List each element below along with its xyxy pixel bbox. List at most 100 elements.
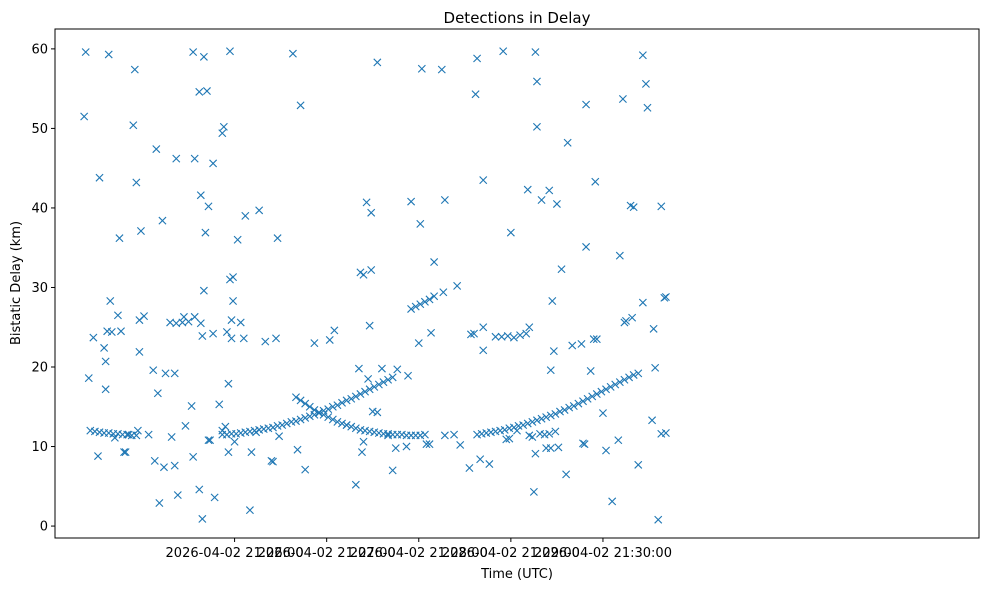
data-point <box>305 402 314 411</box>
data-point <box>479 323 488 332</box>
data-point <box>110 433 119 442</box>
data-point <box>121 448 130 457</box>
data-point <box>89 333 98 342</box>
data-point <box>351 424 360 433</box>
data-point <box>241 211 250 220</box>
data-point <box>291 417 300 426</box>
data-point <box>370 382 379 391</box>
data-point <box>342 421 351 430</box>
data-point <box>577 339 586 348</box>
x-tick-label: 2026-04-02 21:30:00 <box>534 546 672 561</box>
data-point <box>606 382 615 391</box>
data-point <box>509 333 518 342</box>
data-point <box>190 312 199 321</box>
data-point <box>420 430 429 439</box>
data-point <box>338 419 347 428</box>
data-point <box>602 446 611 455</box>
data-point <box>427 328 436 337</box>
data-point <box>81 48 90 57</box>
data-point <box>296 396 305 405</box>
data-point <box>649 324 658 333</box>
data-point <box>209 159 218 168</box>
data-point <box>440 431 449 440</box>
data-point <box>565 403 574 412</box>
data-point <box>440 196 449 204</box>
y-tick-label: 50 <box>31 122 48 137</box>
data-point <box>592 335 601 344</box>
data-point <box>172 154 181 163</box>
data-point <box>473 54 482 63</box>
data-point <box>80 112 89 121</box>
data-point <box>159 463 168 472</box>
data-point <box>170 369 179 378</box>
data-point <box>551 427 560 436</box>
plot-frame <box>54 28 980 539</box>
data-point <box>505 434 514 443</box>
data-point <box>439 288 448 297</box>
data-point <box>367 208 376 217</box>
data-point <box>502 435 511 444</box>
data-point <box>155 499 164 507</box>
data-point <box>315 408 323 417</box>
data-point <box>199 286 208 295</box>
data-point <box>132 431 141 440</box>
data-point <box>546 411 555 420</box>
data-point <box>272 334 281 343</box>
data-point <box>592 390 601 399</box>
data-point <box>227 316 236 325</box>
data-point <box>654 515 663 524</box>
data-point <box>608 497 617 506</box>
data-point <box>229 297 238 305</box>
data-point <box>293 445 302 454</box>
data-point <box>245 506 254 515</box>
data-point <box>522 329 531 338</box>
data-point <box>282 419 291 428</box>
data-point <box>582 242 591 251</box>
data-point <box>416 300 425 309</box>
data-point <box>407 304 416 313</box>
data-point <box>233 235 242 244</box>
data-point <box>181 421 190 430</box>
data-point <box>268 423 277 432</box>
data-point <box>144 430 153 439</box>
data-point <box>579 397 587 406</box>
data-point <box>374 380 383 389</box>
data-point <box>330 326 339 335</box>
data-point <box>523 185 532 194</box>
data-point <box>189 452 198 461</box>
data-point <box>132 178 141 187</box>
data-point <box>225 47 234 56</box>
data-point <box>611 380 620 389</box>
data-point <box>218 129 227 138</box>
data-point <box>414 339 423 348</box>
data-point <box>239 334 248 343</box>
data-point <box>384 375 393 384</box>
data-point <box>161 369 170 378</box>
data-point <box>367 265 376 274</box>
data-point <box>351 392 360 401</box>
x-tick-label: 2026-04-02 21:28:00 <box>350 546 488 561</box>
data-point <box>661 293 670 302</box>
data-point <box>219 122 228 131</box>
data-point <box>179 312 188 321</box>
data-point <box>528 433 537 441</box>
data-point <box>315 409 323 418</box>
data-point <box>450 430 459 439</box>
data-point <box>224 379 233 388</box>
y-tick-label: 60 <box>31 42 48 57</box>
data-point <box>204 202 213 211</box>
data-point <box>582 100 591 109</box>
data-point <box>361 387 370 396</box>
data-point <box>104 50 113 59</box>
data-point <box>120 448 129 457</box>
data-point <box>456 440 465 449</box>
data-point <box>503 332 512 340</box>
data-point <box>555 407 564 416</box>
data-point <box>273 234 282 243</box>
data-point <box>236 318 245 327</box>
data-point <box>301 465 310 474</box>
data-point <box>471 90 480 99</box>
data-point <box>218 426 227 435</box>
data-point <box>625 373 634 382</box>
